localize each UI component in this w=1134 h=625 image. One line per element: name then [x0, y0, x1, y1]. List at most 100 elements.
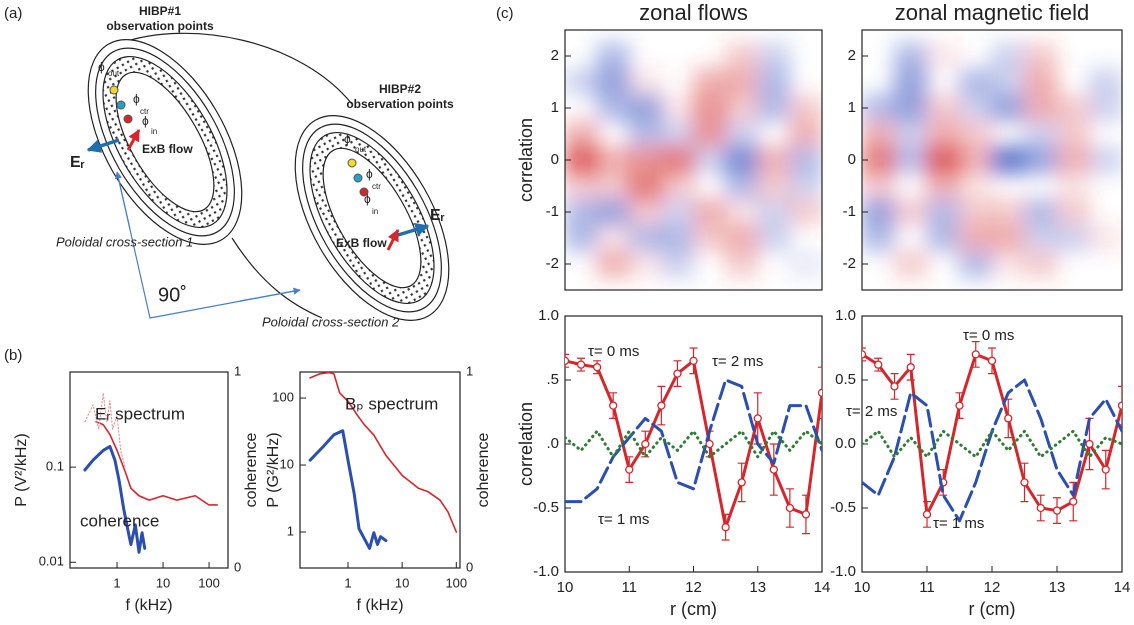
heatmap-cell: [958, 250, 993, 278]
error-bar: [565, 353, 569, 368]
heatmap-cell: [756, 172, 791, 200]
plot-area: [83, 392, 218, 554]
heatmap-cell: [565, 172, 599, 200]
heatmap-cell: [991, 146, 1026, 174]
y-tick-label: 10: [280, 456, 294, 471]
er-label: Eᵣ: [70, 154, 85, 171]
marker: [689, 356, 698, 365]
heatmap-cell: [1056, 198, 1091, 226]
heatmap-cell: [724, 42, 759, 70]
x-axis-label: f (kHz): [356, 597, 403, 614]
heatmap-cell: [958, 224, 993, 252]
er-label: Eᵣ: [430, 207, 445, 224]
heatmap-cell: [1088, 146, 1122, 174]
heatmap-cell: [692, 224, 727, 252]
x-axis-label: r (cm): [670, 599, 717, 619]
heatmap-cell: [1023, 198, 1058, 226]
heatmap-cell: [596, 68, 631, 96]
heatmap-cell: [596, 146, 631, 174]
er-arrow: [86, 138, 120, 153]
phi-label: ϕ: [344, 132, 351, 146]
phi-label: ϕ: [366, 167, 373, 181]
heatmap-cell: [1024, 172, 1059, 200]
marker: [1069, 497, 1078, 506]
y-axis-label: P (V²/kHz): [13, 433, 30, 506]
y-tick-label: .5: [546, 371, 559, 388]
marker: [565, 356, 570, 365]
series-line: [565, 359, 822, 529]
angle-arrow: [114, 171, 131, 230]
heatmap-cell: [926, 94, 961, 122]
marker: [769, 465, 778, 474]
heatmap-cell: [693, 42, 727, 70]
heatmap-cell: [1089, 120, 1124, 148]
x-tick-label: 12: [685, 579, 702, 596]
marker: [673, 369, 682, 378]
marker: [874, 360, 883, 369]
chart-title: zonal flows: [639, 0, 748, 25]
marker: [657, 401, 666, 410]
heatmap-cell: [1088, 94, 1122, 122]
heatmap-cell: [724, 224, 759, 252]
heatmap-cell: [692, 146, 727, 174]
marker: [1117, 401, 1122, 410]
marker: [625, 465, 634, 474]
x-tick-label: 14: [814, 579, 831, 596]
phi-label: ϕ: [364, 192, 371, 206]
heatmap-cell: [893, 198, 928, 226]
heatmap-cell: [991, 120, 1026, 148]
heatmap-cell: [757, 120, 791, 148]
heatmap-cell: [958, 68, 993, 96]
heatmap-cell: [693, 172, 727, 200]
heatmap-cell: [1088, 224, 1122, 252]
heatmap-cell: [1023, 146, 1058, 174]
series-label: τ= 0 ms: [963, 327, 1014, 344]
heatmap-area: [862, 42, 1124, 278]
panel-label: (c): [496, 5, 514, 22]
heatmap-cell: [660, 68, 694, 96]
heatmap-cell: [1056, 42, 1091, 70]
section-label: Poloidal cross-section 2: [262, 314, 400, 329]
heatmap-cell: [862, 224, 896, 252]
y-tick-label: -1.0: [830, 563, 856, 580]
flow-arrow: [126, 128, 141, 151]
flow-arrow: [386, 228, 400, 251]
y2-tick-label: 1: [234, 363, 241, 378]
heatmap-cell: [788, 120, 822, 148]
heatmap-cell: [893, 146, 928, 174]
heatmap-cell: [724, 250, 759, 278]
marker: [862, 350, 867, 359]
heatmap-cell: [894, 224, 929, 252]
observation-point: [116, 100, 126, 110]
phi-subscript: ctr: [140, 107, 149, 116]
y-tick-label: -0.5: [830, 499, 856, 516]
heatmap-cell: [724, 94, 759, 122]
heatmap-cell: [958, 198, 993, 226]
torus-diagram: HIBP#1 observation points HIBP#2 observa…: [56, 4, 454, 329]
marker: [1020, 478, 1029, 487]
x-tick-label: 1: [344, 575, 351, 590]
y-tick-label: 1: [551, 99, 559, 116]
series-line: [309, 372, 458, 533]
angle-arrow: [239, 287, 301, 302]
marker: [753, 414, 762, 423]
heatmap-cell: [628, 120, 663, 148]
heatmap-cell: [628, 224, 663, 252]
y-axis-label: correlation: [516, 118, 536, 202]
heatmap-cell: [788, 250, 822, 278]
heatmap-cell: [596, 172, 631, 200]
y-tick-label: 0.01: [39, 554, 64, 569]
x-tick-label: 10: [156, 575, 170, 590]
heatmap-cell: [926, 146, 961, 174]
panel-label: (a): [4, 5, 22, 22]
heatmap-cell: [628, 146, 663, 174]
heatmap-cell: [724, 120, 759, 148]
heatmap-cell: [1056, 94, 1091, 122]
heatmap-cell: [692, 68, 727, 96]
y-tick-label: -1: [843, 203, 856, 220]
heatmap-cell: [958, 146, 993, 174]
heatmap-cell: [1056, 146, 1091, 174]
y-tick-label: 0.5: [835, 371, 856, 388]
heatmap-cell: [660, 172, 695, 200]
heatmap-cell: [660, 224, 695, 252]
